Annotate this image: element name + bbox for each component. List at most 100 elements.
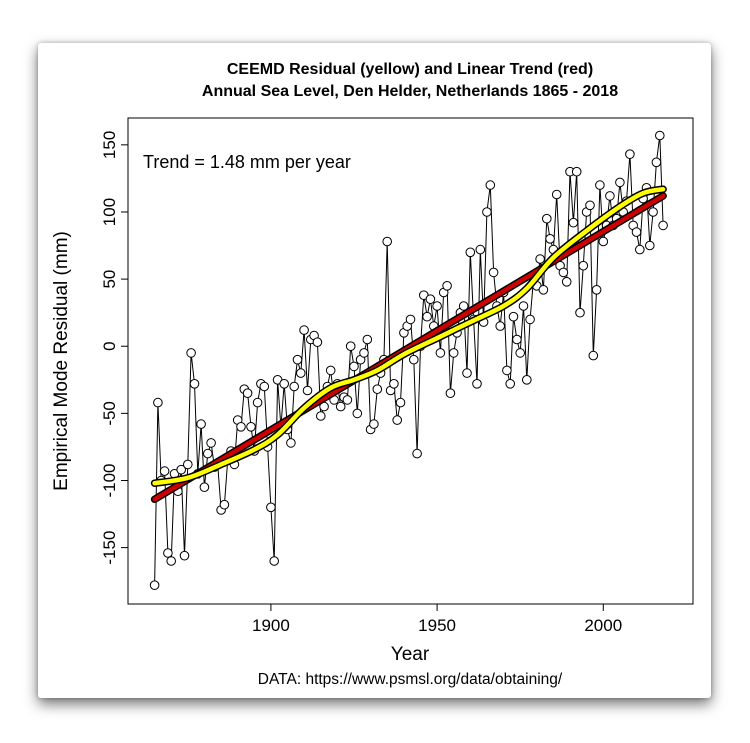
observed-point-1873	[176, 464, 186, 475]
observed-point-1955	[448, 348, 459, 358]
observed-point-2002	[605, 191, 615, 201]
observed-point-1993	[575, 307, 585, 318]
observed-point-1950	[432, 301, 442, 311]
observed-point-1900	[266, 502, 276, 513]
chart-card: CEEMD Residual (yellow) and Linear Trend…	[38, 43, 711, 698]
observed-point-1938	[392, 415, 403, 425]
observed-point-1868	[159, 466, 170, 476]
observed-point-1937	[389, 379, 399, 389]
observed-point-1991	[568, 217, 579, 228]
observed-point-2011	[635, 244, 645, 255]
observed-point-1997	[588, 350, 599, 361]
observed-point-1931	[369, 419, 379, 429]
observed-point-1996	[585, 200, 595, 211]
observed-point-2015	[648, 207, 658, 217]
observed-point-1988	[558, 267, 569, 278]
observed-point-1960	[465, 247, 476, 258]
observed-point-1870	[166, 556, 176, 566]
observed-point-1874	[179, 550, 190, 561]
observed-point-1943	[409, 354, 419, 365]
observed-point-1973	[508, 311, 519, 322]
x-tick-label-2000: 2000	[584, 616, 622, 635]
observed-point-1915	[316, 411, 326, 421]
x-axis-label: Year	[391, 644, 430, 665]
observed-point-1967	[488, 267, 499, 278]
observed-point-2010	[631, 227, 642, 237]
observed-point-1929	[362, 334, 373, 345]
observed-point-1953	[442, 281, 452, 291]
observed-point-1939	[395, 397, 406, 408]
y-axis-label: Empirical Mode Residual (mm)	[51, 231, 72, 491]
plot-layer	[149, 130, 668, 591]
observed-point-2014	[645, 240, 655, 251]
data-source: DATA: https://www.psmsl.org/data/obtaini…	[258, 671, 563, 688]
observed-point-1971	[502, 365, 512, 376]
observed-point-1882	[206, 438, 216, 448]
observed-point-1932	[372, 384, 383, 395]
observed-point-1911	[302, 385, 313, 396]
observed-point-1914	[312, 337, 323, 348]
observed-point-1894	[246, 422, 256, 432]
observed-point-1879	[196, 419, 206, 429]
x-tick-label-1900: 1900	[252, 616, 290, 635]
observed-point-1942	[405, 314, 416, 325]
observed-point-1935	[382, 236, 393, 247]
observed-point-1976	[518, 301, 529, 311]
observed-point-2016	[651, 157, 662, 168]
y-tick-label--100: -100	[100, 463, 119, 497]
observed-point-1974	[512, 334, 522, 345]
observed-point-1906	[286, 438, 296, 448]
observed-point-1954	[445, 388, 456, 399]
observed-point-1978	[525, 314, 535, 325]
observed-point-1965	[482, 207, 492, 217]
y-tick-label--50: -50	[100, 401, 119, 426]
observed-point-1901	[269, 556, 279, 566]
y-tick-label-100: 100	[100, 198, 119, 226]
ceemd-residual-line	[152, 186, 666, 486]
observed-point-1921	[335, 401, 346, 412]
observed-point-1910	[299, 325, 309, 335]
observed-point-1923	[342, 395, 353, 405]
observed-point-1948	[425, 294, 436, 305]
observed-point-1992	[571, 166, 582, 177]
observed-point-1969	[495, 321, 506, 331]
observed-point-1886	[219, 499, 230, 510]
observed-point-1925	[349, 361, 359, 372]
y-tick-label-0: 0	[100, 341, 119, 350]
observed-point-1984	[545, 234, 555, 244]
observed-point-1877	[189, 379, 200, 389]
observed-point-1918	[325, 365, 336, 376]
observed-point-1983	[542, 213, 552, 224]
observed-point-2018	[658, 220, 668, 231]
observed-point-2005	[615, 177, 625, 188]
observed-point-1989	[561, 277, 572, 287]
observed-point-1898	[259, 381, 270, 392]
observed-point-1926	[352, 408, 363, 419]
observed-point-1924	[345, 341, 356, 352]
observed-point-1951	[435, 348, 446, 358]
observed-point-1909	[296, 368, 306, 378]
observed-point-1994	[578, 260, 589, 271]
axis-layer: 1900 1950 2000 -150 -100 -50 0 50 100 150	[100, 131, 622, 635]
observed-point-1972	[505, 379, 516, 389]
observed-point-1904	[279, 379, 289, 389]
observed-point-1977	[522, 375, 532, 385]
observed-point-1875	[183, 459, 193, 470]
observed-point-1986	[551, 189, 562, 200]
x-tick-label-1950: 1950	[418, 616, 456, 635]
observed-point-1908	[292, 354, 303, 365]
observed-point-1866	[153, 397, 163, 408]
observed-point-2017	[655, 130, 665, 141]
chart-title-line2: Annual Sea Level, Den Helder, Netherland…	[202, 83, 618, 100]
observed-point-2000	[598, 236, 609, 247]
y-tick-label-50: 50	[100, 270, 119, 289]
observed-point-1982	[538, 285, 549, 295]
observed-point-1947	[422, 311, 432, 322]
observed-point-1998	[591, 285, 602, 295]
observed-point-1869	[163, 548, 173, 558]
observed-point-1975	[515, 348, 526, 358]
y-tick-label-150: 150	[100, 131, 119, 159]
trend-annotation: Trend = 1.48 mm per year	[143, 152, 351, 172]
observed-point-1963	[475, 244, 486, 255]
chart-title-line1: CEEMD Residual (yellow) and Linear Trend…	[227, 61, 593, 78]
